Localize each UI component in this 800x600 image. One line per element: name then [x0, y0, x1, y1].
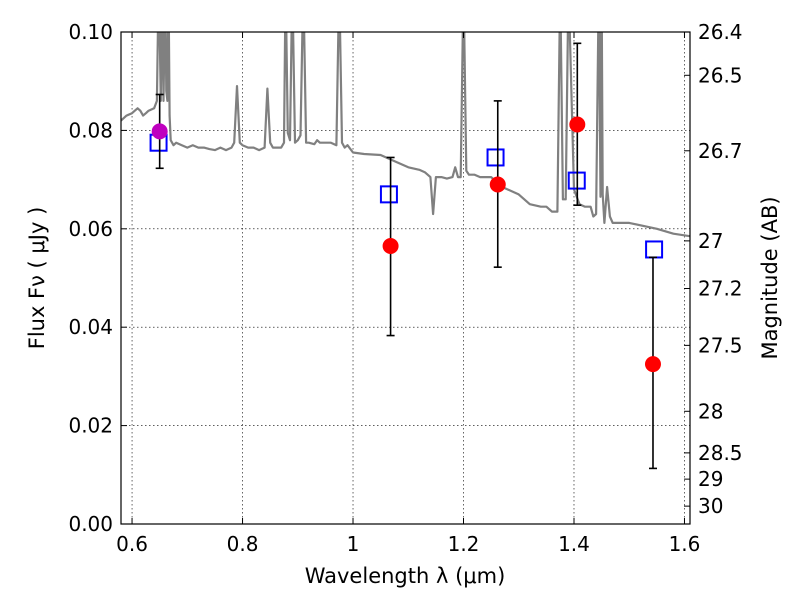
right-tick-label: 29	[698, 467, 723, 491]
y-tick-label: 0.00	[68, 512, 113, 536]
observed-flux-marker	[489, 176, 506, 193]
model-photometry-marker	[486, 148, 505, 167]
right-tick-label: 28.5	[698, 441, 743, 465]
grid-layer	[121, 31, 690, 525]
x-tick-label: 1	[347, 532, 360, 556]
y-tick-label: 0.06	[68, 217, 113, 241]
right-tick-label: 30	[698, 494, 723, 518]
plot-area	[121, 32, 690, 238]
y-axis-label: Flux Fν ( μJy )	[25, 207, 49, 350]
right-tick-label: 26.7	[698, 139, 743, 163]
x-tick-label: 0.6	[116, 532, 148, 556]
observed-flux-marker	[569, 116, 586, 133]
plot-frame	[120, 31, 691, 525]
y-tick-label: 0.08	[68, 118, 113, 142]
model-photometry-marker	[379, 185, 398, 204]
right-axis-label: Magnitude (AB)	[758, 196, 782, 359]
y-tick-label: 0.04	[68, 315, 113, 339]
y-tick-label: 0.02	[68, 414, 113, 438]
x-tick-label: 1.4	[558, 532, 590, 556]
observed-flux-marker	[382, 238, 399, 255]
observed-flux-marker	[644, 356, 661, 373]
sed-line	[121, 32, 690, 238]
observed-flux-marker	[151, 123, 168, 140]
x-tick-label: 1.2	[448, 532, 480, 556]
tick-layer: 0.6 0.8 1 1.2 1.4 1.6 0.00 0.02 0.04 0.06 0.08 0.10…	[68, 20, 742, 556]
y-tick-label: 0.10	[68, 20, 113, 44]
x-axis-label: Wavelength λ (μm)	[305, 564, 506, 588]
right-tick-label: 27.5	[698, 333, 743, 357]
x-tick-label: 0.8	[227, 532, 259, 556]
right-tick-label: 28	[698, 399, 723, 423]
right-tick-label: 26.5	[698, 63, 743, 87]
right-tick-label: 27	[698, 229, 723, 253]
right-tick-label: 26.4	[698, 20, 743, 44]
x-tick-label: 1.6	[669, 532, 701, 556]
model-photometry-marker	[645, 240, 664, 259]
right-tick-label: 27.2	[698, 277, 743, 301]
